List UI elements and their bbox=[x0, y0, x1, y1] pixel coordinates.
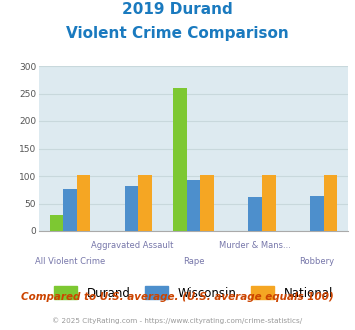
Text: © 2025 CityRating.com - https://www.cityrating.com/crime-statistics/: © 2025 CityRating.com - https://www.city… bbox=[53, 317, 302, 324]
Text: Compared to U.S. average. (U.S. average equals 100): Compared to U.S. average. (U.S. average … bbox=[21, 292, 334, 302]
Text: Murder & Mans...: Murder & Mans... bbox=[219, 241, 291, 250]
Text: Violent Crime Comparison: Violent Crime Comparison bbox=[66, 26, 289, 41]
Bar bbox=[248, 197, 262, 231]
Text: All Violent Crime: All Violent Crime bbox=[35, 257, 105, 266]
Bar bbox=[63, 189, 77, 231]
Bar bbox=[262, 175, 275, 231]
Bar bbox=[50, 214, 63, 231]
Bar bbox=[173, 88, 187, 231]
Text: Robbery: Robbery bbox=[300, 257, 334, 266]
Bar bbox=[200, 175, 214, 231]
Text: 2019 Durand: 2019 Durand bbox=[122, 2, 233, 16]
Bar bbox=[125, 186, 138, 231]
Bar bbox=[138, 175, 152, 231]
Bar bbox=[310, 196, 324, 231]
Legend: Durand, Wisconsin, National: Durand, Wisconsin, National bbox=[54, 286, 333, 300]
Bar bbox=[324, 175, 337, 231]
Text: Aggravated Assault: Aggravated Assault bbox=[91, 241, 173, 250]
Bar bbox=[77, 175, 90, 231]
Bar bbox=[187, 180, 200, 231]
Text: Rape: Rape bbox=[183, 257, 204, 266]
